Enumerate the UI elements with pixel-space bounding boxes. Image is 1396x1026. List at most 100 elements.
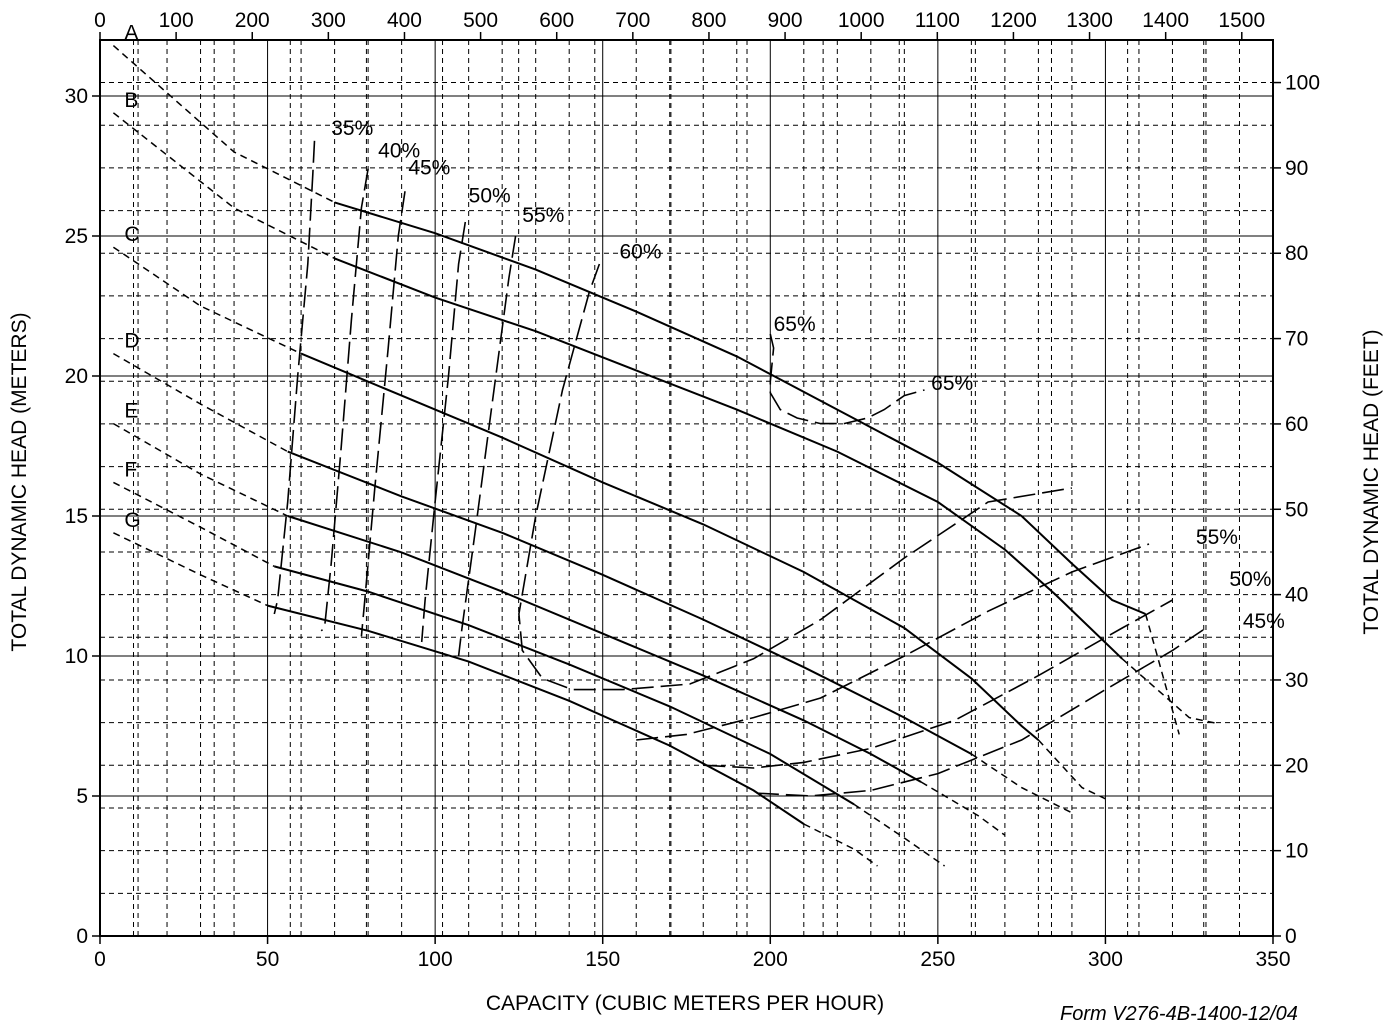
efficiency-35-curve (273, 140, 316, 615)
x2-tick-label: 900 (768, 9, 803, 32)
y2-tick-label: 70 (1285, 328, 1308, 351)
curve-e-extension (113, 422, 289, 517)
x-tick-label: 0 (94, 948, 106, 971)
curve-g-label: G (124, 509, 140, 532)
efficiency-50-curve-label: 50% (1229, 568, 1271, 591)
efficiency-label: 65% (931, 372, 973, 395)
curve-a-tail (1144, 613, 1180, 735)
x2-tick-label: 1500 (1218, 9, 1265, 32)
y-axis-title-feet: TOTAL DYNAMIC HEAD (FEET) (1360, 329, 1383, 635)
x2-tick-label: 1000 (838, 9, 885, 32)
y-tick-label: 10 (65, 645, 88, 668)
efficiency-60-curve-label: 60% (619, 240, 661, 263)
x-tick-label: 100 (418, 948, 453, 971)
curve-d-tail (970, 753, 1073, 814)
curve-a-extension (112, 45, 335, 204)
curve-b-label: B (124, 89, 138, 112)
efficiency-45-curve-label: 45% (1243, 610, 1285, 633)
x2-tick-label: 1100 (915, 9, 960, 32)
efficiency-curves (273, 140, 1207, 797)
y-tick-label: 0 (76, 925, 88, 948)
efficiency-55-curve (457, 235, 517, 657)
efficiency-50-curve-label: 50% (469, 184, 511, 207)
plot-frame (99, 39, 1274, 937)
x-tick-label: 50 (256, 948, 279, 971)
curve-c-extension (112, 246, 302, 355)
y2-tick-label: 40 (1285, 584, 1308, 607)
head-capacity-curves (112, 45, 1217, 867)
curve-a-label: A (124, 22, 138, 45)
curve-c (300, 352, 1040, 741)
y-tick-label: 25 (65, 225, 88, 248)
curve-f (274, 565, 855, 806)
efficiency-45-curve (360, 191, 406, 637)
curve-f-extension (113, 481, 275, 568)
curve-d (287, 450, 972, 755)
x-axis-title: CAPACITY (CUBIC METERS PER HOUR) (485, 992, 885, 1015)
efficiency-55-curve (636, 543, 1150, 741)
x2-tick-label: 200 (235, 9, 270, 32)
efficiency-45-curve-label: 45% (408, 156, 450, 179)
x-tick-label: 200 (753, 948, 788, 971)
grid (100, 40, 1273, 936)
curve-f-tail (853, 803, 946, 867)
form-number-footnote: Form V276-4B-1400-12/04 (1060, 1003, 1298, 1025)
y-tick-label: 20 (65, 365, 88, 388)
x2-tick-label: 700 (615, 9, 650, 32)
y-tick-label: 5 (76, 785, 88, 808)
efficiency-55-curve-label: 55% (522, 204, 564, 227)
y2-tick-label: 20 (1285, 754, 1308, 777)
curve-d-extension (113, 352, 289, 453)
efficiency-45-curve (756, 627, 1207, 797)
x-tick-label: 250 (920, 948, 955, 971)
efficiency-55-curve-label: 55% (1196, 526, 1238, 549)
x2-tick-label: 100 (159, 9, 194, 32)
curve-b-extension (112, 112, 335, 260)
plot-border (99, 39, 1274, 937)
y2-tick-label: 90 (1285, 157, 1308, 180)
y2-tick-label: 10 (1285, 840, 1308, 863)
y-axis-title-meters: TOTAL DYNAMIC HEAD (METERS) (8, 312, 31, 652)
x-tick-label: 350 (1255, 948, 1290, 971)
y2-tick-label: 30 (1285, 669, 1308, 692)
efficiency-60-curve (518, 263, 1073, 691)
curve-g-extension (113, 532, 268, 607)
y2-tick-label: 100 (1285, 72, 1320, 95)
x2-tick-label: 500 (463, 9, 498, 32)
efficiency-40-curve-label: 40% (378, 140, 420, 163)
y2-tick-label: 0 (1285, 925, 1297, 948)
x-tick-label: 150 (585, 948, 620, 971)
x2-tick-label: 1400 (1142, 9, 1189, 32)
efficiency-40-curve (320, 168, 369, 632)
curve-g (267, 604, 805, 825)
x-tick-label: 300 (1088, 948, 1123, 971)
curve-e (287, 515, 922, 783)
x2-tick-label: 800 (691, 9, 726, 32)
curve-c-tail (1037, 739, 1106, 800)
curve-f-label: F (124, 458, 137, 481)
x2-tick-label: 0 (94, 9, 106, 32)
y-tick-label: 30 (65, 85, 88, 108)
x2-tick-label: 600 (539, 9, 574, 32)
efficiency-50-curve (703, 599, 1173, 769)
curve-c-label: C (124, 223, 139, 246)
y2-tick-label: 60 (1285, 413, 1308, 436)
curve-e-label: E (124, 400, 138, 423)
efficiency-65-curve-label: 65% (774, 313, 816, 336)
y-tick-label: 15 (65, 505, 88, 528)
curve-d-label: D (124, 330, 139, 353)
curve-b-tail (1121, 658, 1217, 724)
efficiency-50-curve (420, 221, 467, 643)
x2-tick-label: 300 (311, 9, 346, 32)
curve-e-tail (920, 781, 1006, 836)
y2-tick-label: 50 (1285, 498, 1308, 521)
x2-tick-label: 1200 (990, 9, 1037, 32)
curve-g-tail (803, 823, 878, 867)
y2-tick-label: 80 (1285, 242, 1308, 265)
x2-tick-label: 400 (387, 9, 422, 32)
efficiency-35-curve-label: 35% (331, 117, 373, 140)
efficiency-65-curve (769, 333, 925, 425)
